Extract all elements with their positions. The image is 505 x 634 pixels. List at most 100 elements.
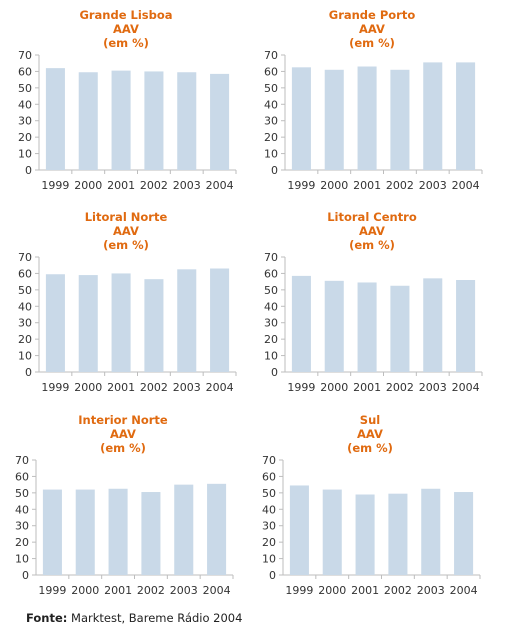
x-tick-label: 2004: [452, 179, 480, 192]
y-tick-label: 50: [18, 284, 32, 297]
bar: [390, 69, 410, 170]
y-tick-label: 20: [264, 131, 278, 144]
chart-title-line: (em %): [100, 441, 146, 455]
bar: [45, 274, 65, 372]
bar: [174, 484, 194, 575]
y-tick-label: 0: [25, 366, 32, 379]
x-tick-label: 2003: [173, 179, 201, 192]
bar: [177, 72, 197, 170]
bar: [390, 285, 410, 372]
bar: [210, 268, 230, 372]
bar: [108, 488, 128, 575]
y-tick-label: 10: [264, 148, 278, 161]
x-tick-label: 2000: [74, 179, 102, 192]
chart-panel-litoral-norte: Litoral Norte AAV (em %) 0 10 20 30 40 50 60 70 199…: [0, 202, 252, 407]
bar: [423, 278, 443, 372]
y-tick-label: 30: [264, 317, 278, 330]
chart-title-line: (em %): [103, 238, 149, 252]
y-tick-label: 30: [262, 520, 276, 533]
y-tick-label: 50: [264, 82, 278, 95]
y-tick-label: 70: [18, 49, 32, 62]
bar: [75, 489, 95, 575]
chart-panel-sul: Sul AAV (em %) 0 10 20 30 40 50 60 70 1999 2000 2001 2…: [244, 405, 496, 610]
x-tick-label: 2004: [450, 584, 478, 597]
x-tick-label: 2004: [452, 381, 480, 394]
bar: [111, 70, 131, 170]
y-tick-label: 40: [262, 503, 276, 516]
bar: [388, 493, 408, 575]
x-tick-label: 2003: [419, 381, 447, 394]
x-tick-label: 1999: [285, 584, 313, 597]
y-tick-label: 40: [264, 300, 278, 313]
chart-panel-interior-norte: Interior Norte AAV (em %) 0 10 20 30 40 50 60 70 19…: [0, 405, 249, 610]
y-tick-label: 30: [18, 115, 32, 128]
chart-title-line: AAV: [113, 224, 139, 238]
x-tick-label: 2004: [206, 179, 234, 192]
x-tick-label: 2004: [206, 381, 234, 394]
chart-title-line: Grande Lisboa: [79, 8, 172, 22]
x-tick-label: 2001: [353, 381, 381, 394]
bar: [42, 489, 62, 575]
bar: [210, 73, 230, 170]
source-text: Marktest, Bareme Rádio 2004: [71, 611, 243, 625]
chart-title-line: (em %): [347, 441, 393, 455]
y-tick-label: 20: [264, 333, 278, 346]
x-tick-label: 2002: [137, 584, 165, 597]
y-tick-label: 20: [262, 536, 276, 549]
bar: [357, 282, 377, 372]
chart-panel-grande-porto: Grande Porto AAV (em %) 0 10 20 30 40 50 60 70 1999…: [246, 0, 498, 205]
y-tick-label: 0: [22, 569, 29, 582]
chart-title-line: Interior Norte: [78, 413, 168, 427]
bar: [357, 66, 377, 170]
x-tick-label: 1999: [41, 179, 69, 192]
y-tick-label: 30: [264, 115, 278, 128]
y-tick-label: 60: [264, 267, 278, 280]
x-tick-label: 2001: [107, 179, 135, 192]
chart-title-line: (em %): [103, 36, 149, 50]
y-tick-label: 0: [25, 164, 32, 177]
x-tick-label: 2003: [417, 584, 445, 597]
y-tick-label: 40: [18, 300, 32, 313]
y-tick-label: 60: [262, 470, 276, 483]
chart-title-line: Grande Porto: [329, 8, 416, 22]
x-tick-label: 2000: [71, 584, 99, 597]
y-tick-label: 20: [18, 131, 32, 144]
y-tick-label: 50: [15, 487, 29, 500]
bar: [177, 269, 197, 372]
y-tick-label: 40: [264, 98, 278, 111]
y-tick-label: 70: [18, 251, 32, 264]
bar: [144, 279, 164, 372]
x-tick-label: 1999: [287, 381, 315, 394]
bar: [207, 483, 227, 575]
bar: [456, 280, 476, 372]
y-tick-label: 50: [262, 487, 276, 500]
y-tick-label: 40: [18, 98, 32, 111]
y-tick-label: 60: [15, 470, 29, 483]
bar: [423, 62, 443, 171]
y-tick-label: 30: [18, 317, 32, 330]
bar: [78, 72, 98, 170]
y-tick-label: 0: [271, 366, 278, 379]
bar: [454, 492, 474, 575]
bar: [421, 488, 441, 575]
x-tick-label: 2001: [351, 584, 379, 597]
x-tick-label: 2000: [74, 381, 102, 394]
x-tick-label: 2004: [203, 584, 231, 597]
y-tick-label: 50: [264, 284, 278, 297]
bar: [324, 280, 344, 372]
chart-title-line: AAV: [359, 22, 385, 36]
bar: [289, 485, 309, 575]
y-tick-label: 70: [264, 251, 278, 264]
bar: [291, 275, 311, 372]
x-tick-label: 1999: [38, 584, 66, 597]
chart-title-line: Litoral Centro: [327, 210, 417, 224]
chart-title-line: (em %): [349, 36, 395, 50]
bar: [324, 69, 344, 170]
chart-panel-grande-lisboa: Grande Lisboa AAV (em %) 0 10 20 30 40 50 60 70 199…: [0, 0, 252, 205]
y-tick-label: 70: [264, 49, 278, 62]
y-tick-label: 70: [15, 454, 29, 467]
